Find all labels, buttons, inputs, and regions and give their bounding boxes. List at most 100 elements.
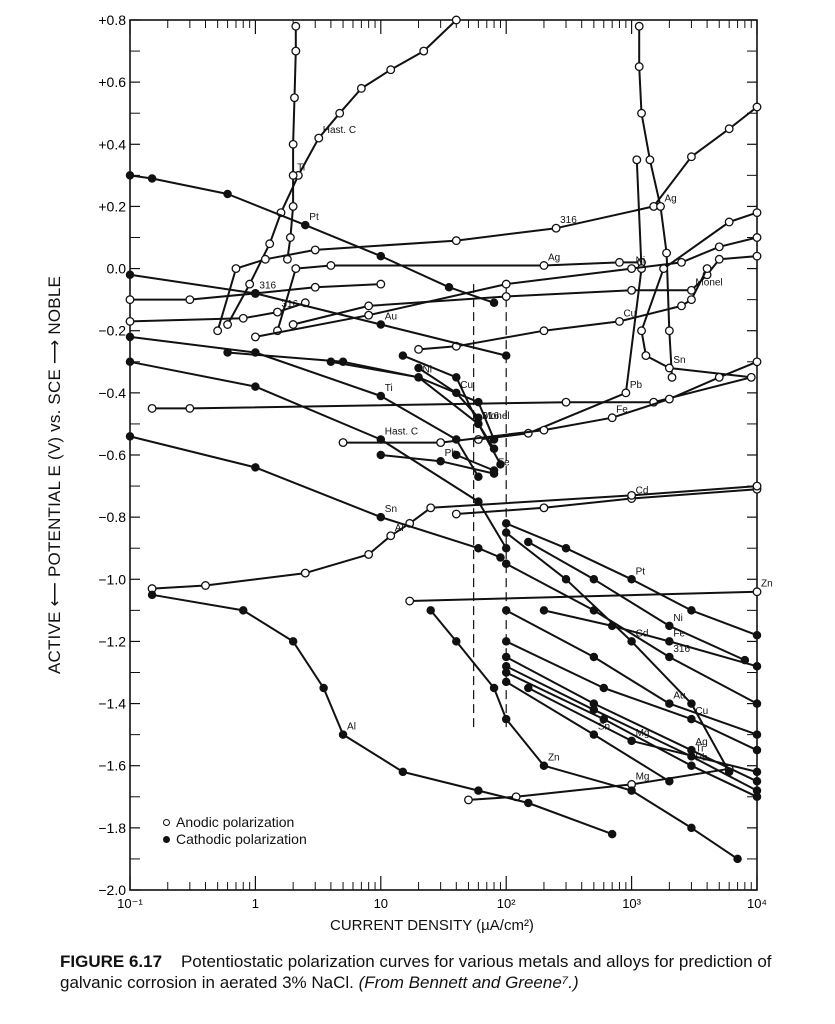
cathodic-point-icon (665, 699, 674, 708)
cathodic-point-icon (414, 373, 423, 382)
y-tick-label: −0.8 (98, 509, 126, 525)
anodic-point-icon (686, 295, 696, 305)
cathodic-point-icon (599, 683, 609, 693)
anodic-point-icon (356, 83, 366, 93)
cathodic-point-icon (125, 432, 135, 441)
cathodic-point-icon (589, 575, 599, 584)
anodic-point-icon (632, 155, 642, 165)
cathodic-point-icon (474, 497, 483, 506)
anodic-point-icon (501, 279, 511, 289)
curve-line (402, 354, 502, 465)
anodic-point-icon (265, 239, 275, 249)
anodic-point-icon (364, 301, 374, 311)
cathodic-point-icon (147, 590, 157, 600)
polarization-curves (125, 15, 762, 864)
curve-line (226, 19, 457, 325)
cathodic-point-icon (539, 606, 549, 615)
curve-label: Zn (761, 579, 773, 590)
cathodic-point-icon (539, 761, 549, 770)
cathodic-point-icon (301, 220, 310, 230)
anodic-point-icon (752, 587, 762, 597)
cathodic-point-icon (496, 553, 505, 562)
anodic-point-icon (714, 254, 724, 264)
legend-item-anodic: Anodic polarization (163, 814, 307, 831)
anodic-point-icon (290, 93, 299, 103)
cathodic-point-icon (452, 435, 461, 444)
cathodic-point-icon (444, 282, 454, 292)
curve-label: Pt (636, 566, 646, 577)
anodic-point-icon (288, 320, 298, 329)
curve-line (129, 301, 306, 323)
cathodic-point-icon (452, 637, 461, 646)
cathodic-point-icon (524, 683, 533, 693)
cathodic-point-icon (474, 472, 483, 481)
cathodic-point-icon (627, 736, 636, 746)
anodic-point-icon (426, 503, 436, 513)
anodic-point-icon (627, 285, 637, 295)
anodic-point-icon (451, 509, 461, 519)
cathodic-point-icon (496, 460, 505, 469)
anodic-point-icon (314, 133, 324, 143)
anodic-point-icon (231, 264, 241, 274)
anodic-point-icon (724, 217, 734, 227)
cathodic-point-icon (501, 543, 511, 553)
legend-item-cathodic: Cathodic polarization (163, 831, 307, 848)
anodic-point-icon (364, 549, 374, 559)
cathodic-point-icon (223, 348, 232, 357)
cathodic-point-icon (524, 537, 533, 547)
cathodic-point-icon (752, 662, 762, 671)
open-circle-icon (163, 819, 170, 826)
cathodic-point-icon (589, 730, 599, 739)
curve-label: Ti (297, 162, 305, 173)
y-axis-title: ACTIVE ⟵ POTENTIAL E (V) vs. SCE ⟶ NOBLE (45, 275, 64, 675)
curve-label: Au (385, 312, 397, 323)
y-tick-label: −0.6 (98, 447, 126, 463)
curve-label: Ti (695, 743, 703, 754)
anodic-point-icon (291, 46, 301, 56)
cathodic-point-icon (589, 705, 599, 715)
cathodic-point-icon (627, 637, 636, 646)
curve-label: Sn (385, 504, 397, 515)
cathodic-point-icon (687, 714, 696, 724)
anodic-point-icon (539, 503, 549, 513)
cathodic-point-icon (125, 357, 135, 367)
curve-line (505, 656, 758, 783)
curve-line (505, 531, 731, 773)
anodic-point-icon (724, 124, 734, 134)
anodic-point-icon (288, 139, 298, 149)
anodic-point-icon (436, 438, 446, 448)
anodic-point-icon (185, 403, 195, 413)
cathodic-point-icon (376, 320, 386, 329)
curve-label: Monel (482, 411, 509, 422)
anodic-point-icon (451, 15, 461, 25)
caption-text: Potentiostatic polarization curves for v… (60, 952, 772, 992)
anodic-point-icon (752, 102, 762, 112)
cathodic-point-icon (665, 652, 674, 662)
cathodic-point-icon (501, 351, 511, 360)
anodic-point-icon (662, 248, 672, 258)
curve-line (418, 268, 708, 351)
anodic-point-icon (335, 108, 345, 118)
anodic-point-icon (185, 295, 195, 305)
curve-label: Cd (636, 486, 649, 497)
cathodic-point-icon (251, 463, 260, 472)
cathodic-point-icon (687, 823, 696, 833)
cathodic-point-icon (501, 519, 511, 528)
y-tick-label: +0.4 (98, 136, 126, 152)
curve-line (276, 261, 642, 331)
curve-line (505, 562, 758, 705)
curve-label: Fe (498, 458, 510, 469)
cathodic-point-icon (338, 730, 348, 739)
anodic-point-icon (714, 242, 724, 252)
anodic-point-icon (223, 320, 233, 329)
curve-line (638, 26, 673, 378)
curve-label: Hast. C (385, 426, 418, 437)
anodic-point-icon (125, 295, 135, 305)
curve-label: Pb (630, 380, 643, 391)
curve-line (478, 159, 643, 441)
cathodic-point-icon (125, 171, 135, 180)
curve-label: Ag (695, 737, 707, 748)
cathodic-point-icon (589, 652, 599, 662)
cathodic-point-icon (398, 351, 408, 360)
curve-label: Cu (460, 380, 473, 391)
